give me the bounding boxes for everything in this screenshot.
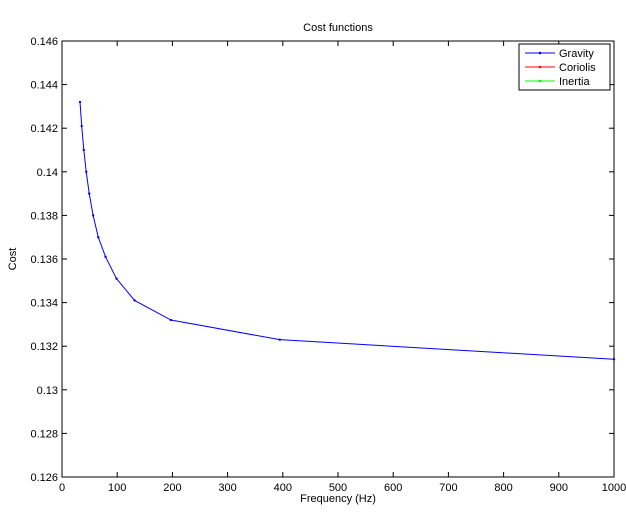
x-tick-label: 900 [550, 482, 568, 494]
x-tick-label: 600 [384, 482, 402, 494]
y-tick-label: 0.136 [30, 254, 58, 266]
x-tick-label: 800 [494, 482, 512, 494]
gravity-data-point [91, 214, 95, 217]
gravity-data-point [85, 170, 88, 173]
chart-title: Cost functions [303, 22, 373, 34]
x-tick-label: 500 [329, 482, 347, 494]
y-tick-label: 0.13 [37, 385, 58, 397]
x-axis-label: Frequency (Hz) [300, 493, 376, 505]
gravity-data-point [80, 124, 83, 128]
y-tick-label: 0.126 [30, 472, 58, 484]
y-tick-label: 0.144 [30, 80, 58, 92]
legend-marker-gravity [538, 51, 542, 55]
x-tick-label: 100 [108, 482, 126, 494]
legend-label-inertia: Inertia [559, 76, 590, 88]
gravity-data-point [278, 338, 282, 341]
x-tick-label: 200 [163, 482, 181, 494]
y-tick-label: 0.14 [37, 167, 58, 179]
y-tick-label: 0.128 [30, 428, 58, 440]
axis-ticks: 0 100 200 300 400 500 600 700 800 900 1000 0.126 0.1… [30, 36, 626, 494]
gravity-data-point [78, 100, 82, 104]
gravity-data-point [115, 277, 118, 280]
y-tick-label: 0.134 [30, 298, 58, 310]
x-tick-label: 1000 [602, 482, 626, 494]
gravity-data-point [169, 318, 173, 322]
legend-label-gravity: Gravity [559, 48, 594, 60]
gravity-data-point [97, 236, 100, 239]
legend-marker-inertia [538, 79, 542, 83]
x-tick-label: 700 [439, 482, 457, 494]
y-tick-label: 0.142 [30, 123, 58, 135]
plot-area-frame [61, 40, 615, 478]
y-axis-label: Cost [7, 248, 19, 271]
y-tick-label: 0.138 [30, 210, 58, 222]
gravity-data-point [133, 299, 136, 302]
series-layer [78, 100, 616, 361]
y-tick-label: 0.146 [30, 36, 58, 48]
x-tick-label: 0 [59, 482, 65, 494]
legend-label-coriolis: Coriolis [559, 62, 596, 74]
gravity-data-point [104, 255, 107, 259]
legend-marker-coriolis [538, 65, 542, 69]
gravity-data-point [82, 148, 86, 152]
y-tick-label: 0.132 [30, 341, 58, 353]
gravity-data-point [88, 192, 91, 195]
x-tick-label: 400 [274, 482, 292, 494]
x-tick-label: 300 [218, 482, 236, 494]
legend: Gravity Coriolis Inertia [518, 43, 611, 91]
